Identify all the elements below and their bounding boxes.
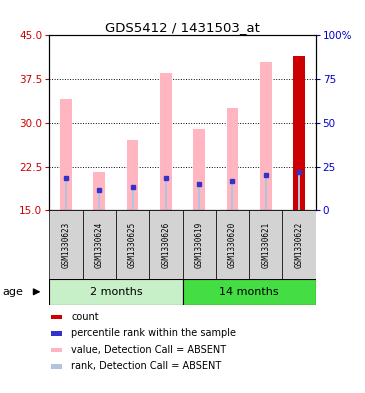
Text: value, Detection Call = ABSENT: value, Detection Call = ABSENT xyxy=(71,345,226,355)
Bar xyxy=(165,178,167,210)
Bar xyxy=(283,210,316,279)
Text: age: age xyxy=(3,287,23,297)
Text: percentile rank within the sample: percentile rank within the sample xyxy=(71,329,236,338)
Text: rank, Detection Call = ABSENT: rank, Detection Call = ABSENT xyxy=(71,362,221,371)
Bar xyxy=(231,181,234,210)
Text: GSM1330625: GSM1330625 xyxy=(128,222,137,268)
Bar xyxy=(50,347,62,353)
Title: GDS5412 / 1431503_at: GDS5412 / 1431503_at xyxy=(105,21,260,34)
Bar xyxy=(49,279,182,305)
Bar xyxy=(160,73,172,210)
Bar xyxy=(198,184,200,210)
Bar xyxy=(227,108,238,210)
Bar xyxy=(60,99,72,210)
Text: GSM1330619: GSM1330619 xyxy=(195,222,204,268)
Bar xyxy=(65,178,67,210)
Bar xyxy=(50,364,62,369)
Bar xyxy=(265,175,267,210)
Text: GSM1330622: GSM1330622 xyxy=(295,222,304,268)
Text: GSM1330620: GSM1330620 xyxy=(228,222,237,268)
Bar xyxy=(82,210,116,279)
Bar xyxy=(260,62,272,210)
Bar xyxy=(50,314,62,320)
Bar xyxy=(50,331,62,336)
Bar xyxy=(249,210,283,279)
Bar xyxy=(49,210,82,279)
Text: GSM1330621: GSM1330621 xyxy=(261,222,270,268)
Bar xyxy=(216,210,249,279)
Bar xyxy=(131,187,134,210)
Bar xyxy=(293,56,305,210)
Bar xyxy=(182,279,316,305)
Bar xyxy=(98,190,100,210)
Text: 14 months: 14 months xyxy=(219,287,279,297)
Text: 2 months: 2 months xyxy=(89,287,142,297)
Bar xyxy=(193,129,205,210)
Text: count: count xyxy=(71,312,99,322)
Bar xyxy=(182,210,216,279)
Bar xyxy=(127,140,138,210)
Text: GSM1330624: GSM1330624 xyxy=(95,222,104,268)
Bar xyxy=(93,173,105,210)
Bar xyxy=(116,210,149,279)
Bar xyxy=(149,210,182,279)
Bar xyxy=(298,173,300,210)
Text: GSM1330626: GSM1330626 xyxy=(161,222,170,268)
Text: GSM1330623: GSM1330623 xyxy=(61,222,70,268)
